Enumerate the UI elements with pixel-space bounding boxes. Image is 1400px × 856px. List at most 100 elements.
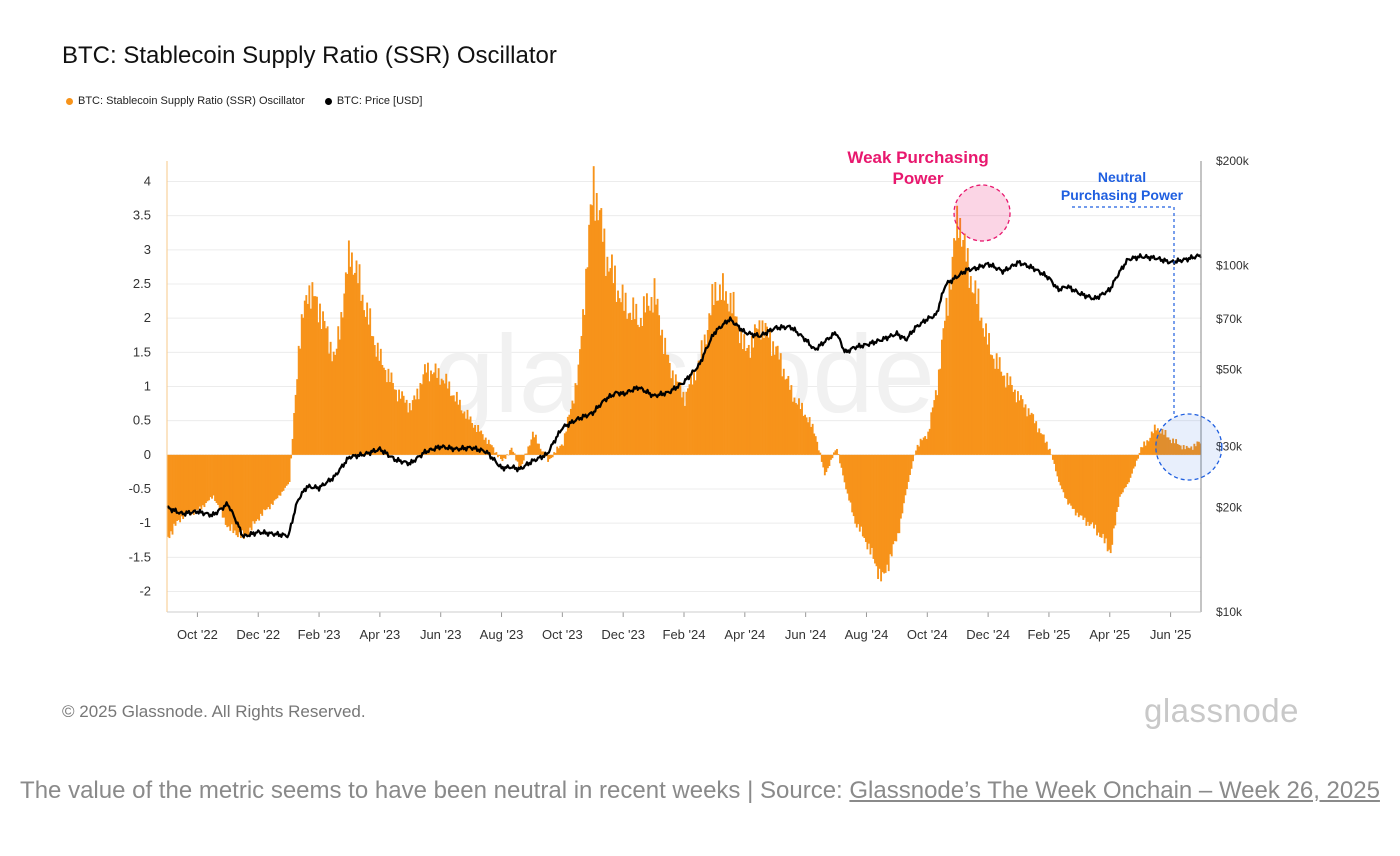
ssr-bar — [620, 302, 623, 455]
ssr-bar — [650, 297, 653, 455]
y-left-tick-label: 2 — [144, 310, 151, 325]
ssr-bar — [781, 376, 784, 455]
ssr-bar — [436, 377, 439, 455]
y-left-tick-label: 1 — [144, 379, 151, 394]
ssr-bar — [743, 334, 746, 455]
ssr-bar — [753, 324, 756, 455]
ssr-bar — [820, 454, 823, 462]
ssr-bar — [752, 347, 755, 455]
ssr-bar — [530, 439, 533, 455]
ssr-bar — [212, 454, 215, 496]
ssr-bar — [574, 383, 577, 455]
y-left-tick-label: 3 — [144, 242, 151, 257]
ssr-bar — [931, 407, 934, 455]
ssr-bar — [449, 395, 452, 455]
weak-purchasing-circle — [953, 184, 1011, 242]
ssr-bar — [1047, 449, 1050, 455]
caption-source-link[interactable]: Glassnode’s The Week Onchain – Week 26, … — [849, 777, 1380, 804]
ssr-bar — [328, 353, 331, 455]
ssr-bar — [662, 354, 665, 455]
ssr-bar — [487, 439, 490, 455]
ssr-bar — [1051, 454, 1054, 460]
ssr-bar — [506, 454, 508, 455]
ssr-bar — [217, 454, 220, 505]
ssr-bar — [802, 415, 805, 455]
ssr-bar — [784, 379, 787, 455]
ssr-bar — [396, 401, 399, 455]
ssr-bar — [826, 454, 829, 469]
ssr-bar — [232, 454, 235, 534]
ssr-bar — [338, 339, 341, 455]
ssr-bar — [725, 291, 727, 455]
ssr-bar — [316, 296, 318, 455]
ssr-bar — [617, 290, 619, 455]
ssr-bar — [553, 452, 556, 455]
ssr-bar — [431, 374, 434, 455]
ssr-bar — [250, 454, 253, 531]
ssr-series — [167, 166, 1202, 582]
ssr-bar — [1017, 391, 1019, 455]
legend-item-ssr[interactable]: BTC: Stablecoin Supply Ratio (SSR) Oscil… — [66, 95, 305, 107]
ssr-bar — [1103, 454, 1106, 544]
ssr-bar — [281, 454, 283, 492]
ssr-bar — [236, 454, 239, 538]
ssr-bar — [1153, 424, 1156, 455]
ssr-bar — [1021, 399, 1024, 455]
ssr-bar — [1035, 421, 1038, 455]
ssr-bar — [495, 452, 498, 455]
copyright-text: © 2025 Glassnode. All Rights Reserved. — [62, 702, 366, 721]
ssr-bar — [867, 454, 870, 544]
ssr-bar — [214, 454, 217, 501]
ssr-bar — [1033, 423, 1036, 455]
ssr-bar — [858, 454, 861, 532]
ssr-bar — [480, 430, 483, 455]
ssr-bar — [331, 361, 334, 455]
ssr-bar — [559, 445, 562, 455]
ssr-bar — [259, 454, 262, 514]
ssr-bar — [235, 454, 238, 536]
ssr-bar — [991, 355, 994, 455]
ssr-bar — [915, 450, 917, 455]
ssr-bar — [308, 285, 311, 455]
ssr-bar — [573, 403, 575, 455]
ssr-bar — [325, 328, 328, 455]
ssr-bar — [972, 293, 975, 455]
ssr-bar — [381, 365, 384, 455]
ssr-bar — [805, 417, 808, 455]
ssr-bar — [366, 302, 369, 455]
ssr-bar — [837, 454, 840, 455]
ssr-bar — [531, 431, 534, 455]
ssr-bar — [1058, 454, 1060, 482]
y-right-tick-label: $20k — [1216, 501, 1243, 515]
ssr-bar — [387, 368, 390, 455]
ssr-bar — [788, 389, 791, 455]
ssr-bar — [1164, 429, 1167, 455]
chart-legend: BTC: Stablecoin Supply Ratio (SSR) Oscil… — [66, 95, 422, 107]
ssr-bar — [1073, 454, 1076, 509]
legend-item-price[interactable]: BTC: Price [USD] — [324, 95, 422, 107]
ssr-bar — [550, 454, 553, 459]
ssr-bar — [1055, 454, 1057, 472]
ssr-bar — [319, 303, 321, 455]
x-tick-label: Dec '24 — [966, 627, 1010, 642]
y-left-tick-label: 0.5 — [133, 413, 151, 428]
ssr-bar — [957, 237, 960, 455]
ssr-bar — [1056, 454, 1059, 477]
ssr-bar — [478, 431, 481, 455]
ssr-bar — [644, 312, 647, 455]
ssr-bar — [1045, 441, 1048, 455]
ssr-bar — [816, 441, 819, 455]
ssr-bar — [658, 315, 661, 455]
ssr-bar — [969, 276, 972, 455]
ssr-bar — [270, 454, 273, 504]
ssr-bar — [390, 372, 393, 455]
ssr-bar — [373, 345, 376, 455]
ssr-bar — [766, 326, 768, 455]
ssr-bar — [1077, 454, 1080, 518]
ssr-bar — [354, 272, 356, 455]
ssr-bar — [305, 295, 308, 455]
ssr-bar — [971, 292, 974, 455]
ssr-bar — [611, 254, 613, 455]
ssr-bar — [995, 353, 998, 455]
ssr-bar — [367, 324, 370, 455]
